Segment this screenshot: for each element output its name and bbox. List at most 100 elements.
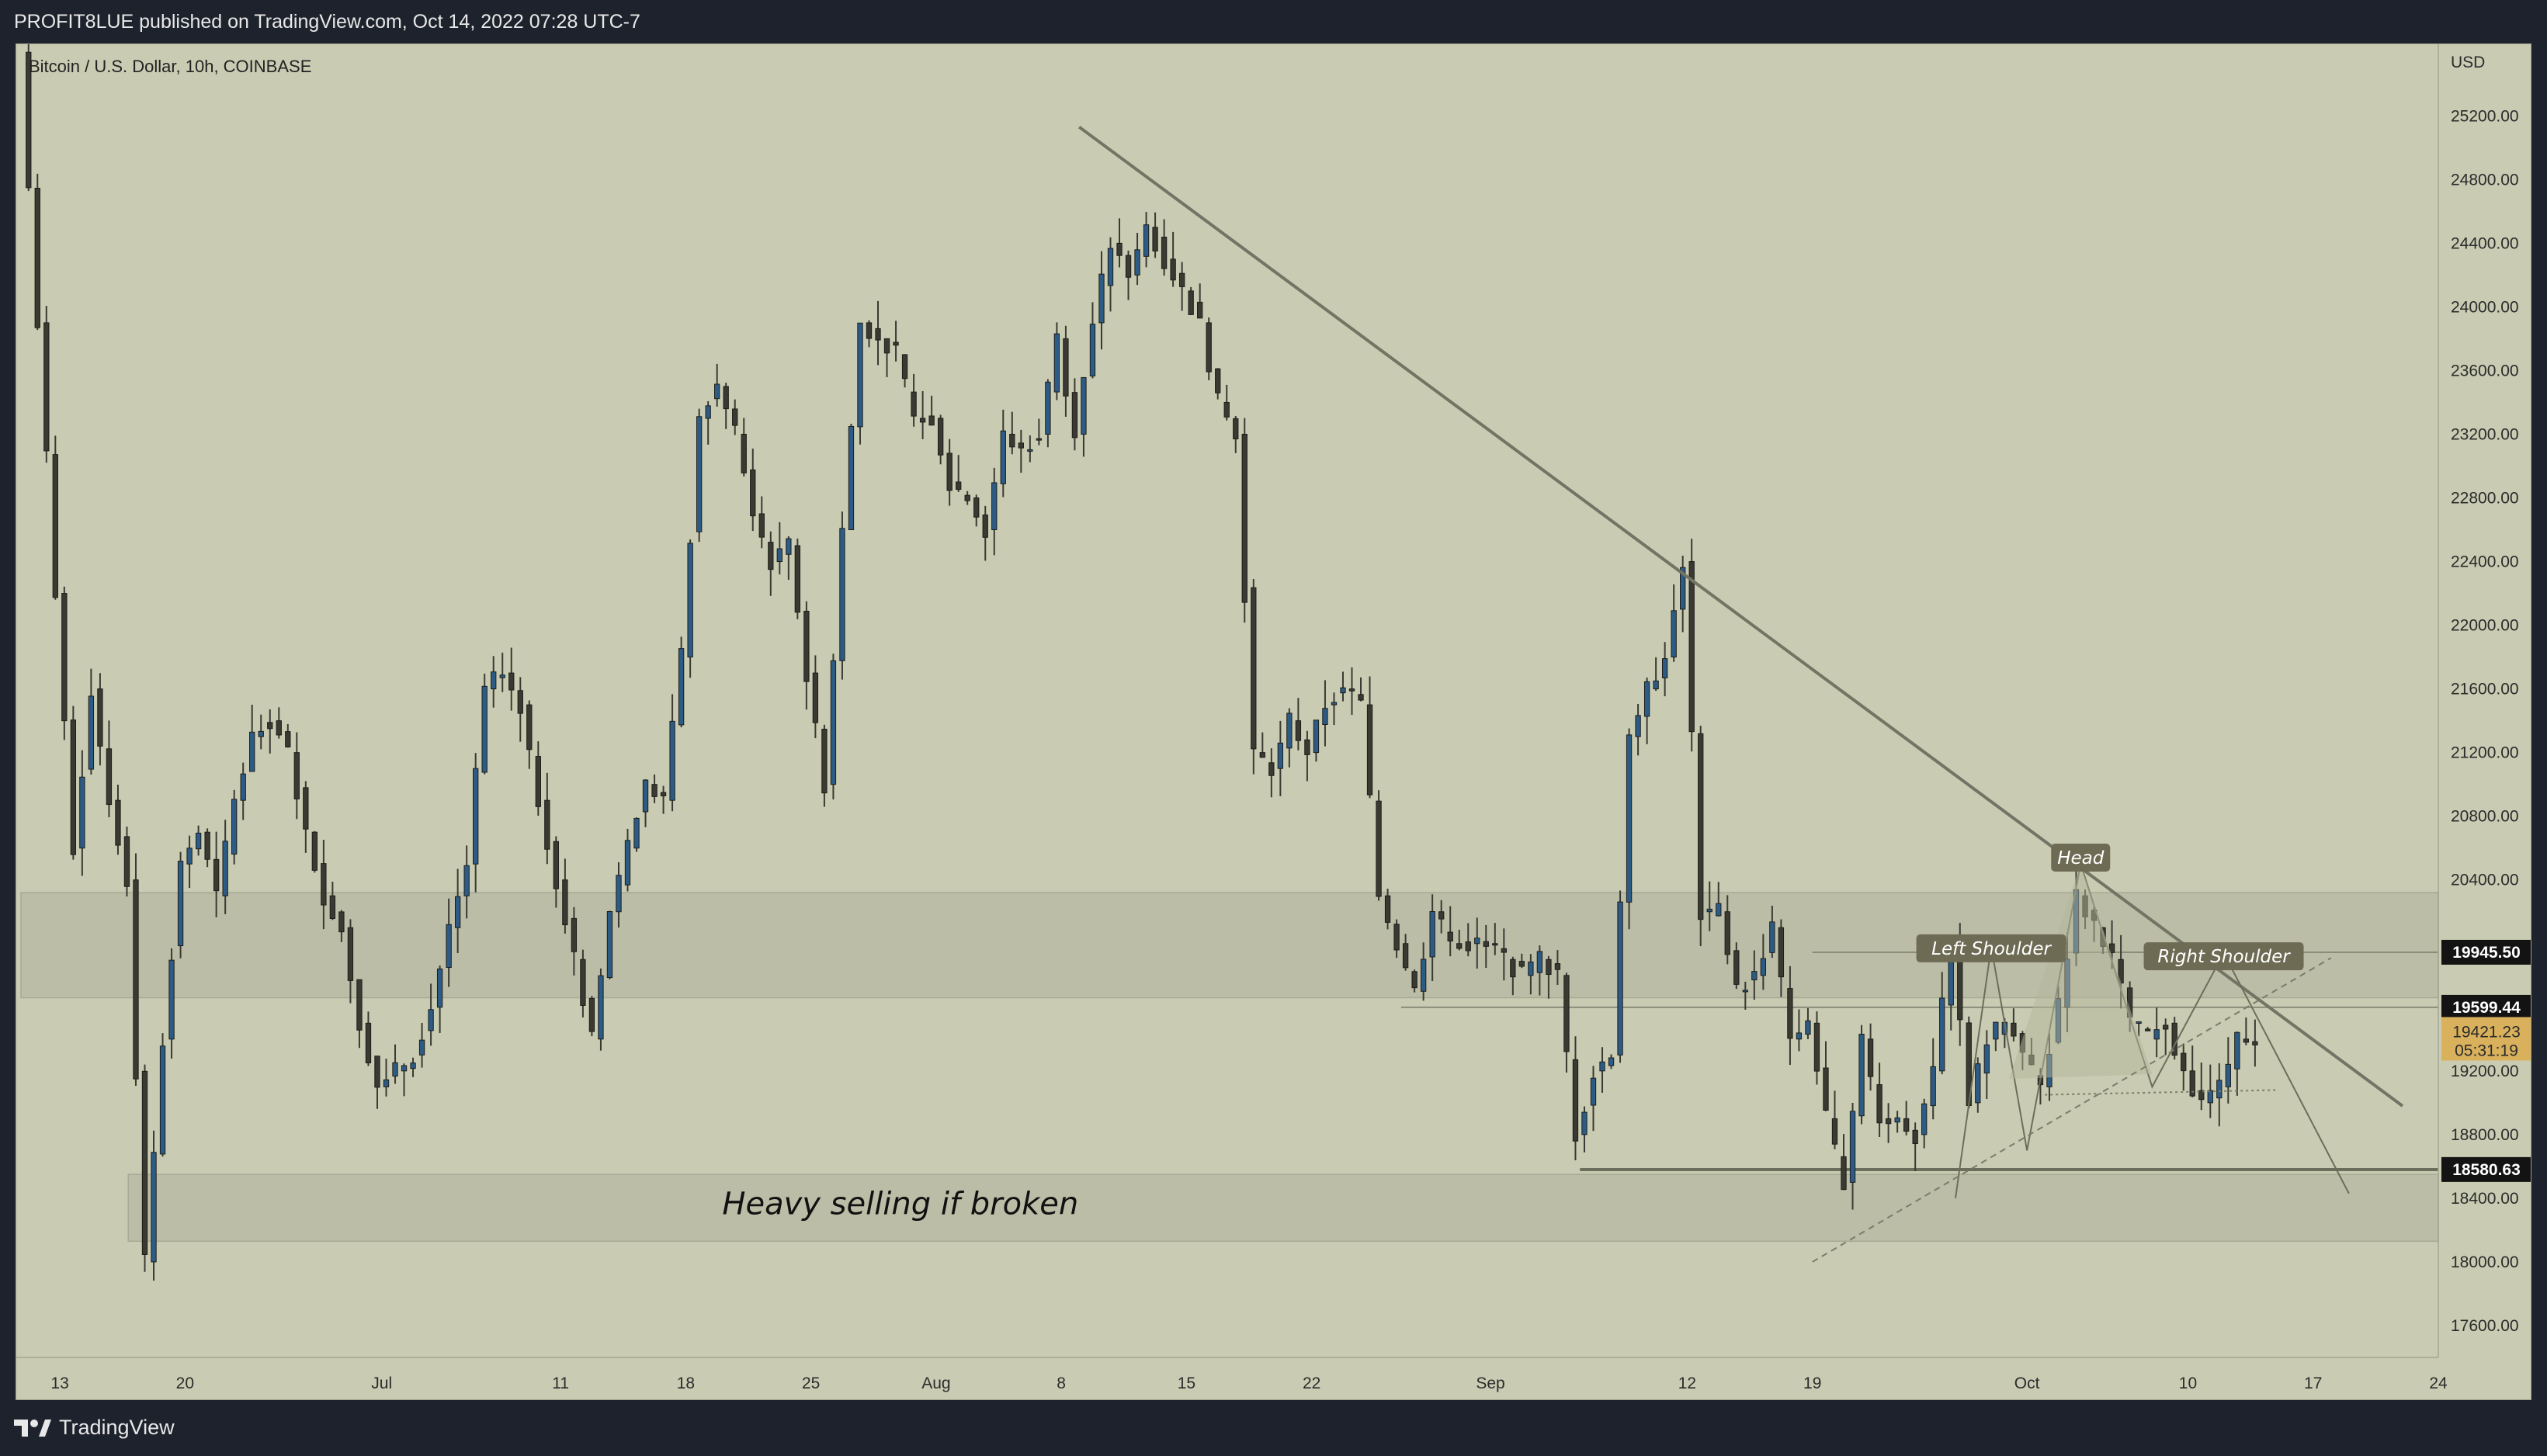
candle-body (1125, 255, 1132, 278)
chart-frame[interactable]: Heavy selling if broken Left Shoulder Head… (16, 43, 2531, 1400)
x-tick-label: 8 (1057, 1375, 1066, 1392)
candle-body (1098, 273, 1105, 324)
price-tag-bg (2441, 1156, 2531, 1182)
candle-body (61, 593, 68, 722)
candle-body (231, 799, 238, 855)
brand-text: TradingView (59, 1416, 175, 1439)
candle-body (374, 1056, 380, 1088)
candle-body (2136, 1021, 2142, 1024)
candle-body (1867, 1038, 1874, 1077)
candle-body (580, 959, 586, 1006)
candle-body (1331, 702, 1338, 705)
candle-body (106, 748, 113, 806)
candle-body (1492, 943, 1498, 946)
candle-body (1429, 910, 1435, 958)
candle-body (1197, 301, 1203, 319)
candle-body (2234, 1031, 2240, 1069)
candle-body (883, 338, 890, 354)
y-tick-label: 18400.00 (2451, 1190, 2519, 1208)
candle-body (526, 704, 533, 751)
candle-body (2207, 1090, 2213, 1104)
candle-body (1813, 1022, 1820, 1072)
candle-body (159, 1045, 166, 1155)
candle-body (732, 408, 738, 426)
candle-body (973, 497, 980, 518)
candle-body (1313, 719, 1320, 754)
candle-body (1161, 237, 1168, 269)
x-tick-label: 25 (802, 1375, 820, 1392)
y-tick-label: 17600.00 (2451, 1317, 2519, 1335)
candle-body (240, 773, 246, 801)
candle-body (553, 841, 560, 889)
candle-body (1223, 401, 1230, 418)
candle-body (1277, 742, 1284, 769)
y-tick-label: 23600.00 (2451, 362, 2519, 380)
candle-body (830, 660, 837, 785)
candle-body (1304, 739, 1310, 755)
candle-body (499, 674, 505, 678)
candle-body (1081, 376, 1087, 435)
x-tick-label: 12 (1678, 1375, 1696, 1392)
y-tick-label: 20800.00 (2451, 808, 2519, 826)
candle-body (267, 722, 273, 730)
price-chart[interactable]: Heavy selling if broken Left Shoulder Head… (16, 44, 2531, 1400)
candle-body (1653, 680, 1659, 690)
candle-body (901, 354, 908, 380)
candle-body (1546, 959, 1552, 976)
candle-body (642, 779, 649, 813)
candle-body (383, 1079, 390, 1087)
x-tick-label: 11 (552, 1375, 569, 1392)
price-tag-text: 18580.63 (2452, 1161, 2521, 1179)
candle-body (928, 415, 935, 426)
candle-body (1912, 1129, 1918, 1145)
candle-body (1170, 258, 1176, 281)
candle-body (1671, 610, 1677, 658)
candle-body (1036, 438, 1043, 441)
candle-body (222, 841, 228, 896)
dotted-neckline (2045, 1089, 2278, 1096)
candle-body (1751, 971, 1758, 981)
candle-body (1993, 1021, 1999, 1040)
head-fill (2009, 864, 2153, 1080)
candle-body (195, 832, 202, 850)
candle-body (1975, 1063, 1981, 1104)
candle-body (1295, 720, 1302, 741)
candle-body (43, 322, 50, 452)
candle-body (2144, 1028, 2151, 1031)
candle-body (1063, 338, 1069, 397)
candle-body (52, 454, 58, 598)
candle-body (276, 720, 282, 736)
candle-body (1733, 950, 1740, 985)
candle-body (1831, 1118, 1838, 1145)
candle-body (133, 879, 139, 1080)
candle-body (88, 695, 95, 770)
pattern-label-3: Right Shoulder (2143, 942, 2304, 971)
brand[interactable]: TradingView (14, 1416, 175, 1440)
candle-body (616, 875, 622, 913)
candle-body (1572, 1059, 1579, 1142)
candle-body (115, 799, 121, 846)
candle-body (786, 538, 792, 555)
candle-body (1536, 951, 1543, 973)
candle-body (946, 452, 953, 491)
candle-body (1626, 734, 1633, 903)
candle-body (329, 895, 336, 919)
candle-body (544, 799, 550, 850)
zone-1 (127, 1173, 2439, 1243)
candle-body (151, 1152, 157, 1263)
tradingview-logo-icon (14, 1419, 51, 1437)
candle-body (964, 494, 970, 501)
candle-body (356, 979, 363, 1031)
y-tick-label: 21200.00 (2451, 744, 2519, 762)
y-tick-label: 22800.00 (2451, 490, 2519, 508)
candle-body (1178, 272, 1185, 287)
candle-body (1286, 712, 1293, 749)
candle-body (1268, 762, 1275, 776)
candle-body (1724, 911, 1730, 955)
pattern-label-1: Left Shoulder (1916, 934, 2066, 962)
pattern-label-bg (2143, 942, 2304, 971)
pattern-label-text: Head (2057, 848, 2105, 868)
x-tick-label: 22 (1303, 1375, 1320, 1392)
candle-body (1769, 921, 1775, 953)
candle-body (1787, 988, 1793, 1039)
